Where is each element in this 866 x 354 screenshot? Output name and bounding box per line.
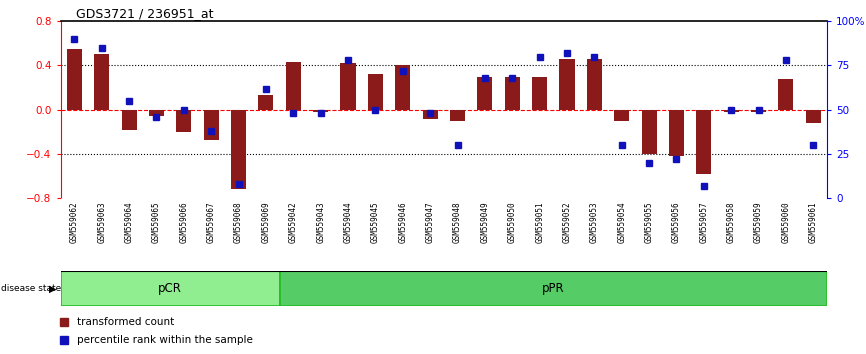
Text: GSM559069: GSM559069: [262, 202, 270, 244]
Bar: [149, 110, 164, 116]
Bar: [61, 271, 280, 306]
Text: GSM559056: GSM559056: [672, 202, 681, 244]
Bar: [67, 49, 81, 110]
Text: GSM559045: GSM559045: [371, 202, 380, 244]
Text: GSM559067: GSM559067: [207, 202, 216, 244]
Text: pPR: pPR: [542, 282, 565, 295]
Text: GDS3721 / 236951_at: GDS3721 / 236951_at: [76, 7, 213, 20]
Text: GSM559044: GSM559044: [344, 202, 352, 244]
Bar: [779, 79, 793, 110]
Bar: [751, 110, 766, 112]
Text: GSM559063: GSM559063: [97, 202, 107, 244]
Bar: [587, 59, 602, 110]
Text: ▶: ▶: [48, 284, 56, 293]
Text: percentile rank within the sample: percentile rank within the sample: [77, 335, 254, 344]
Text: GSM559061: GSM559061: [809, 202, 818, 244]
Text: GSM559051: GSM559051: [535, 202, 544, 244]
Bar: [423, 110, 437, 119]
Bar: [505, 76, 520, 110]
Bar: [94, 55, 109, 110]
Bar: [204, 110, 219, 139]
Bar: [642, 110, 656, 154]
Text: GSM559054: GSM559054: [617, 202, 626, 244]
Bar: [258, 95, 274, 110]
Text: GSM559060: GSM559060: [781, 202, 791, 244]
Bar: [231, 110, 246, 189]
Text: pCR: pCR: [158, 282, 182, 295]
Bar: [614, 110, 630, 121]
Text: GSM559050: GSM559050: [507, 202, 517, 244]
Text: GSM559064: GSM559064: [125, 202, 133, 244]
Text: disease state: disease state: [1, 284, 61, 293]
Text: GSM559058: GSM559058: [727, 202, 736, 244]
Text: GSM559062: GSM559062: [70, 202, 79, 244]
Text: GSM559059: GSM559059: [754, 202, 763, 244]
Text: GSM559066: GSM559066: [179, 202, 188, 244]
Bar: [696, 110, 711, 174]
Bar: [313, 110, 328, 112]
Text: GSM559042: GSM559042: [288, 202, 298, 244]
Text: GSM559065: GSM559065: [152, 202, 161, 244]
Bar: [286, 62, 301, 110]
Bar: [450, 110, 465, 121]
Bar: [121, 110, 137, 130]
Text: GSM559047: GSM559047: [426, 202, 435, 244]
Text: transformed count: transformed count: [77, 318, 175, 327]
Text: GSM559068: GSM559068: [234, 202, 243, 244]
Text: GSM559046: GSM559046: [398, 202, 407, 244]
Bar: [806, 110, 821, 123]
Bar: [559, 59, 574, 110]
Text: GSM559048: GSM559048: [453, 202, 462, 244]
Text: GSM559055: GSM559055: [644, 202, 654, 244]
Bar: [280, 271, 827, 306]
Text: GSM559057: GSM559057: [700, 202, 708, 244]
Bar: [724, 110, 739, 112]
Text: GSM559053: GSM559053: [590, 202, 599, 244]
Text: GSM559043: GSM559043: [316, 202, 325, 244]
Bar: [532, 76, 547, 110]
Bar: [340, 63, 356, 110]
Bar: [177, 110, 191, 132]
Bar: [477, 76, 493, 110]
Bar: [669, 110, 684, 156]
Text: GSM559049: GSM559049: [481, 202, 489, 244]
Bar: [395, 65, 410, 110]
Bar: [368, 74, 383, 110]
Text: GSM559052: GSM559052: [563, 202, 572, 244]
